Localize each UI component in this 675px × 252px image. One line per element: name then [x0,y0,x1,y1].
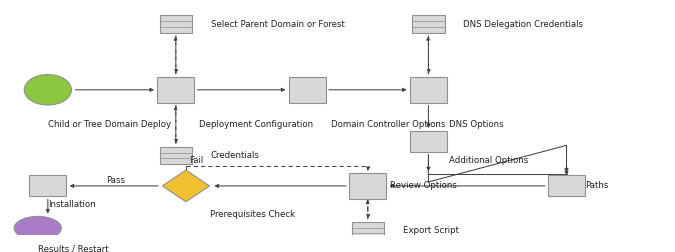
Ellipse shape [24,75,72,105]
Text: Domain Controller Options: Domain Controller Options [331,120,445,130]
FancyBboxPatch shape [548,175,585,197]
Text: Additional Options: Additional Options [449,156,528,165]
FancyBboxPatch shape [410,77,447,103]
Text: Export Script: Export Script [403,226,459,235]
FancyBboxPatch shape [349,173,386,199]
Text: Installation: Installation [48,200,95,209]
Text: Prerequisites Check: Prerequisites Check [209,210,295,218]
FancyBboxPatch shape [289,77,326,103]
Text: Select Parent Domain or Forest: Select Parent Domain or Forest [211,20,345,29]
Polygon shape [163,170,209,202]
Text: Paths: Paths [585,181,609,191]
Text: Review Options: Review Options [390,181,457,191]
Text: Pass: Pass [106,176,125,185]
Text: Results / Restart: Results / Restart [38,245,109,252]
FancyBboxPatch shape [160,15,192,33]
FancyBboxPatch shape [410,131,447,152]
Text: Fail: Fail [189,156,204,165]
FancyBboxPatch shape [29,175,66,197]
FancyBboxPatch shape [412,15,445,33]
FancyBboxPatch shape [352,222,384,239]
Text: DNS Options: DNS Options [449,120,504,130]
FancyBboxPatch shape [157,77,194,103]
Text: Child or Tree Domain Deploy: Child or Tree Domain Deploy [48,120,171,130]
Text: Deployment Configuration: Deployment Configuration [199,120,313,130]
Ellipse shape [14,216,61,240]
FancyBboxPatch shape [160,147,192,164]
Text: Credentials: Credentials [211,151,260,160]
Text: DNS Delegation Credentials: DNS Delegation Credentials [464,20,583,29]
